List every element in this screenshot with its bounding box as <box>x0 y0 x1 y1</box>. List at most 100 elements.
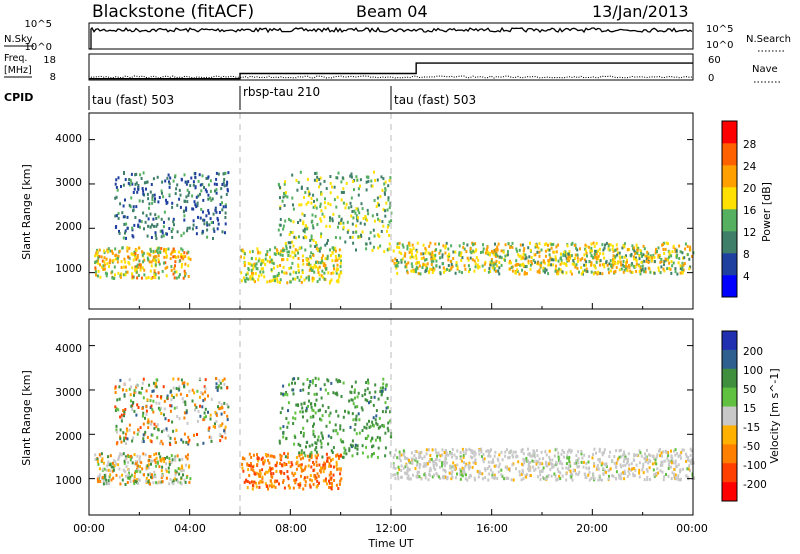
data-point <box>248 474 251 477</box>
data-point <box>455 456 458 460</box>
data-point <box>539 473 542 477</box>
data-point <box>450 244 453 248</box>
data-point <box>136 432 139 436</box>
data-point <box>525 456 528 460</box>
data-point <box>161 180 164 184</box>
data-point <box>350 391 353 395</box>
data-point <box>633 458 636 462</box>
data-point <box>643 478 646 482</box>
data-point <box>594 255 597 259</box>
data-point <box>193 391 196 395</box>
data-point <box>172 217 175 221</box>
data-point <box>523 272 526 276</box>
data-point <box>149 482 151 486</box>
data-point <box>331 259 334 263</box>
data-point <box>154 272 157 276</box>
data-point <box>487 252 490 256</box>
data-point <box>374 390 377 394</box>
data-point <box>157 258 160 262</box>
data-point <box>568 464 571 468</box>
data-point <box>173 270 176 274</box>
data-point <box>145 187 147 191</box>
data-point <box>192 183 195 187</box>
data-point <box>461 447 464 451</box>
data-point <box>180 464 183 468</box>
data-point <box>595 249 598 253</box>
data-point <box>114 182 117 186</box>
data-point <box>567 259 570 263</box>
data-point <box>178 385 181 389</box>
data-point <box>402 245 405 249</box>
data-point <box>641 267 644 271</box>
data-point <box>268 466 271 470</box>
data-point <box>319 439 322 443</box>
data-point <box>215 420 218 423</box>
data-point <box>410 249 413 253</box>
data-point <box>519 263 522 267</box>
data-point <box>441 463 443 467</box>
data-point <box>459 451 462 454</box>
data-point <box>124 432 127 436</box>
data-point <box>397 261 400 264</box>
data-point <box>286 425 289 429</box>
data-point <box>266 280 269 284</box>
data-point <box>170 398 173 402</box>
data-point <box>623 268 626 272</box>
data-point <box>628 467 631 471</box>
data-point <box>484 251 487 255</box>
data-point <box>242 276 245 280</box>
data-point <box>585 476 588 479</box>
data-point <box>166 429 169 432</box>
data-point <box>227 405 230 409</box>
data-point <box>316 485 318 489</box>
data-point <box>161 269 164 273</box>
data-point <box>309 244 312 248</box>
data-point <box>687 456 690 459</box>
data-point <box>540 248 543 252</box>
data-point <box>442 266 445 270</box>
data-point <box>627 459 629 463</box>
data-point <box>424 476 427 480</box>
data-point <box>634 252 637 256</box>
data-point <box>452 461 455 465</box>
data-point <box>298 454 301 458</box>
data-point <box>497 465 500 469</box>
data-point <box>355 214 358 218</box>
data-point <box>400 469 403 472</box>
data-point <box>272 266 275 270</box>
data-point <box>278 183 281 187</box>
data-point <box>441 448 444 452</box>
data-point <box>340 254 342 258</box>
data-point <box>583 268 586 272</box>
data-point <box>298 485 301 489</box>
data-point <box>162 234 165 238</box>
data-point <box>318 178 321 181</box>
data-point <box>660 451 663 455</box>
data-point <box>590 263 593 267</box>
data-point <box>623 477 626 481</box>
data-point <box>302 222 304 226</box>
data-point <box>150 459 152 463</box>
data-point <box>103 251 106 254</box>
data-point <box>172 255 175 259</box>
data-point <box>342 440 345 444</box>
data-point <box>314 204 317 208</box>
data-point <box>115 253 118 257</box>
data-point <box>171 235 174 239</box>
data-point <box>500 473 503 477</box>
data-point <box>281 406 284 410</box>
data-point <box>294 277 297 281</box>
data-point <box>168 185 171 189</box>
data-point <box>151 223 154 227</box>
data-point <box>444 246 447 250</box>
data-point <box>155 464 158 468</box>
data-point <box>439 465 441 469</box>
data-point <box>557 259 560 263</box>
data-point <box>580 272 583 276</box>
data-point <box>415 248 418 252</box>
data-point <box>133 453 136 457</box>
data-point <box>520 472 523 476</box>
data-point <box>289 241 292 245</box>
data-point <box>258 469 261 473</box>
data-point <box>258 257 261 261</box>
